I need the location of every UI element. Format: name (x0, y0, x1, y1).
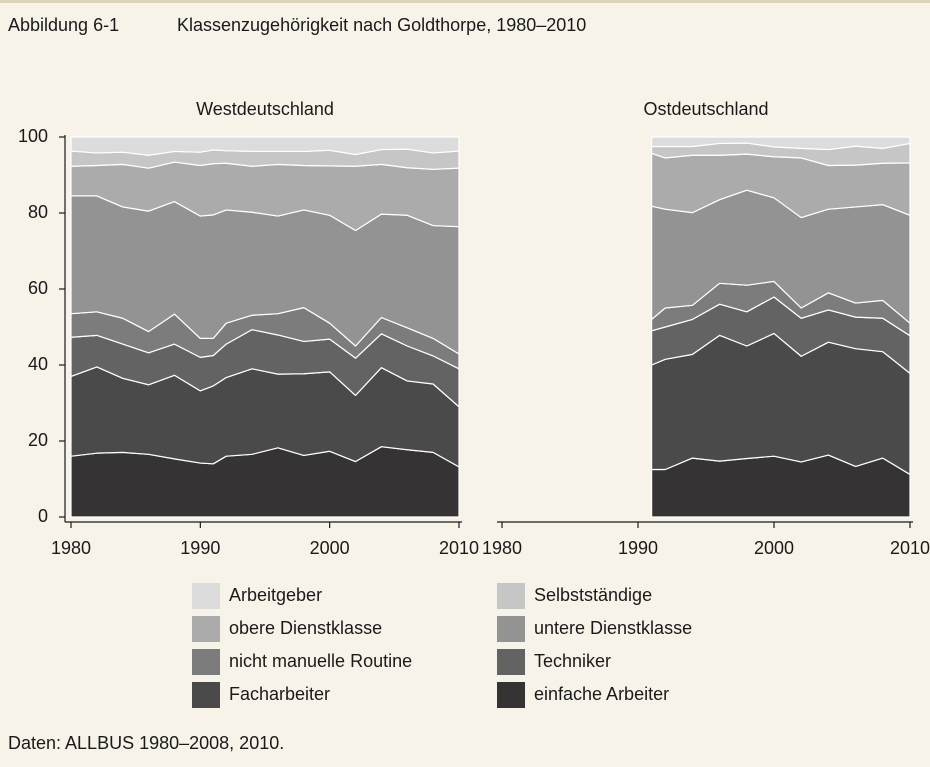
y-tick-label: 60 (28, 278, 48, 298)
legend-label: untere Dienstklasse (534, 618, 692, 638)
legend-swatch (192, 649, 220, 675)
x-tick-label: 1990 (180, 538, 220, 558)
legend-label: Techniker (534, 651, 611, 671)
legend-swatch (497, 682, 525, 708)
legend-label: obere Dienstklasse (229, 618, 382, 638)
legend-label: Selbstständige (534, 585, 652, 605)
chart-title: Westdeutschland (196, 99, 334, 119)
figure-label: Abbildung 6-1 (8, 15, 119, 35)
y-tick-label: 100 (18, 126, 48, 146)
x-tick-label: 2010 (439, 538, 479, 558)
legend-label: einfache Arbeiter (534, 684, 669, 704)
x-tick-label: 2000 (310, 538, 350, 558)
legend-swatch (497, 649, 525, 675)
legend-swatch (192, 616, 220, 642)
y-tick-label: 20 (28, 430, 48, 450)
x-tick-label: 2010 (890, 538, 930, 558)
area-band (70, 446, 460, 518)
legend-swatch (192, 583, 220, 609)
area-band (70, 136, 460, 156)
y-tick-label: 0 (38, 506, 48, 526)
x-tick-label: 1990 (618, 538, 658, 558)
area-band (650, 136, 911, 151)
y-tick-label: 40 (28, 354, 48, 374)
area-band (650, 454, 911, 518)
figure-caption: Klassenzugehörigkeit nach Goldthorpe, 19… (177, 15, 586, 35)
legend-label: Facharbeiter (229, 684, 330, 704)
top-border (0, 0, 930, 3)
y-tick-label: 80 (28, 202, 48, 222)
legend-swatch (192, 682, 220, 708)
legend-label: nicht manuelle Routine (229, 651, 412, 671)
legend-swatch (497, 616, 525, 642)
legend-swatch (497, 583, 525, 609)
source-note: Daten: ALLBUS 1980–2008, 2010. (8, 733, 284, 753)
x-tick-label: 1980 (51, 538, 91, 558)
chart-title: Ostdeutschland (643, 99, 768, 119)
legend-label: Arbeitgeber (229, 585, 322, 605)
x-tick-label: 1980 (482, 538, 522, 558)
x-tick-label: 2000 (754, 538, 794, 558)
